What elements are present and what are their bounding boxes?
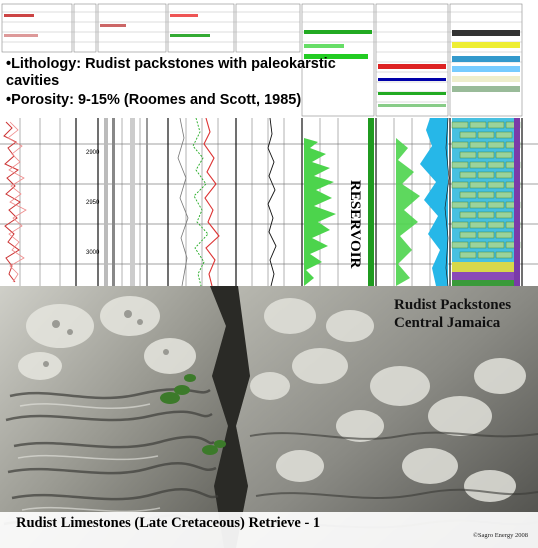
photo-caption-line2: Central Jamaica xyxy=(394,315,501,331)
log-header-strip xyxy=(0,0,538,118)
copyright-credit: ©Sagro Energy 2008 xyxy=(472,532,528,539)
well-log-panel: 2900 2950 3000 RESERVOIR xyxy=(0,118,538,286)
outcrop-photo xyxy=(0,286,538,548)
photo-caption: Rudist Packstones Central Jamaica xyxy=(394,296,524,332)
depth-label-3000: 3000 xyxy=(86,250,100,256)
bullet-list: •Lithology: Rudist packstones with paleo… xyxy=(6,56,376,109)
photo-caption-line1: Rudist Packstones xyxy=(394,297,512,313)
reservoir-zone-label: RESERVOIR xyxy=(347,180,363,269)
footer-bar xyxy=(0,512,538,548)
depth-label-2950: 2950 xyxy=(86,200,100,206)
footer-title: Rudist Limestones (Late Cretaceous) Retr… xyxy=(16,515,321,531)
bullet-lithology: •Lithology: Rudist packstones with paleo… xyxy=(6,56,336,89)
bullet-porosity: •Porosity: 9-15% (Roomes and Scott, 1985… xyxy=(6,92,302,108)
depth-label-2900: 2900 xyxy=(86,150,100,156)
